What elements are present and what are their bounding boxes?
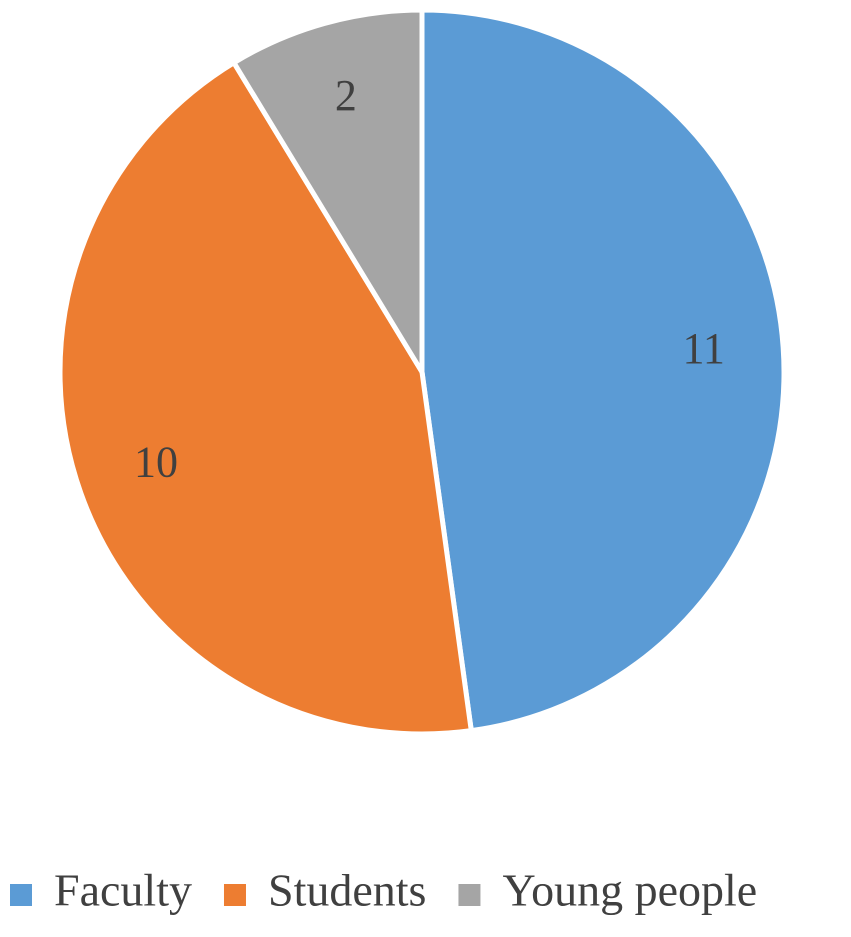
legend-swatch [223,884,246,906]
data-label: 11 [683,324,725,373]
legend-swatch [458,884,481,906]
legend-label: Students [268,865,426,916]
pie-slice [231,7,425,375]
data-label: 10 [134,438,178,487]
legend-swatch [10,884,32,906]
data-label: 2 [335,71,357,120]
pie-slice [419,7,787,734]
legend-label: Young people [502,865,757,916]
legend-label: Faculty [54,865,192,916]
pie-slice [57,60,474,737]
